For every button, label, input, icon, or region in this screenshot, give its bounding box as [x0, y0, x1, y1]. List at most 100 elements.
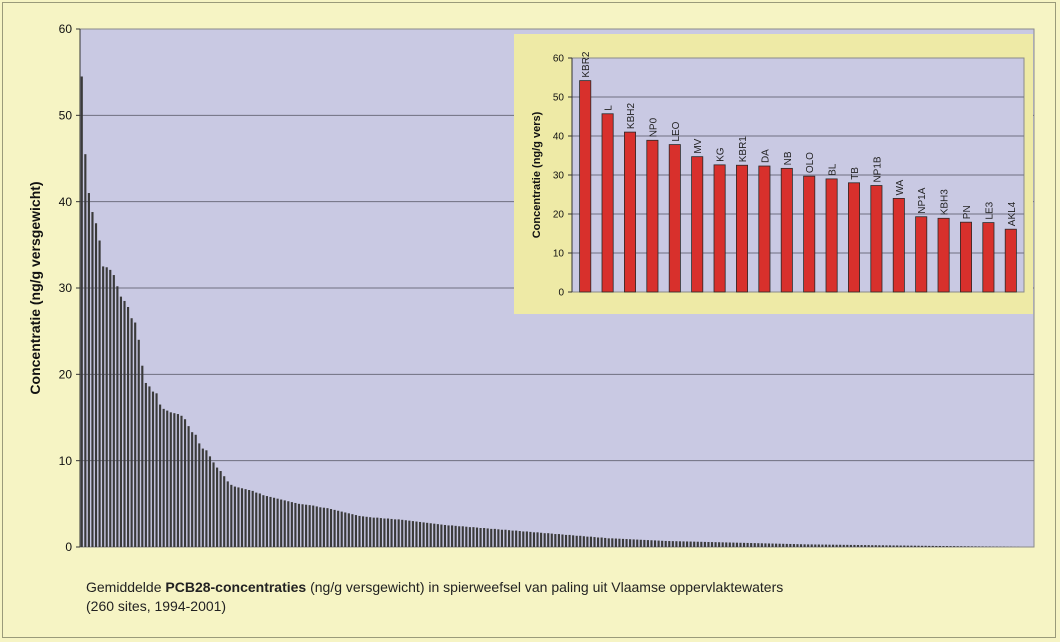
- main-bar: [913, 545, 917, 547]
- main-bar: [251, 490, 254, 547]
- main-bar: [554, 534, 557, 547]
- main-bar: [842, 544, 845, 547]
- main-bar: [931, 545, 934, 547]
- main-bar: [725, 542, 728, 547]
- main-bar: [849, 544, 852, 547]
- inset-tick-label: 40: [553, 132, 565, 143]
- main-tick-label: 50: [59, 109, 73, 123]
- main-bar: [372, 517, 375, 547]
- main-bar: [935, 545, 938, 547]
- figure-caption: Gemiddelde PCB28-concentraties (ng/g ver…: [86, 578, 1026, 616]
- main-bar: [386, 518, 390, 547]
- main-bar: [607, 538, 610, 547]
- main-bar: [347, 513, 350, 547]
- main-bar: [632, 539, 635, 547]
- main-bar: [216, 467, 219, 547]
- main-bar: [315, 506, 318, 547]
- main-bar: [970, 546, 973, 547]
- main-bar: [194, 434, 197, 547]
- main-bar: [151, 391, 155, 547]
- main-bar: [807, 544, 810, 547]
- main-bar: [871, 545, 874, 547]
- main-bar: [789, 543, 792, 547]
- main-bar: [383, 518, 386, 547]
- main-bar: [91, 212, 94, 547]
- main-bar: [180, 415, 183, 547]
- main-bar: [333, 509, 336, 547]
- main-bar: [686, 541, 689, 547]
- main-bar: [561, 534, 564, 547]
- main-bar: [817, 544, 820, 547]
- inset-bar: [982, 222, 995, 293]
- main-bar: [582, 536, 585, 547]
- main-bar: [714, 542, 717, 547]
- main-bar: [329, 509, 333, 547]
- inset-bar: [848, 182, 861, 293]
- inset-bar-label: KG: [716, 147, 727, 162]
- main-bar: [479, 528, 482, 547]
- main-bar: [358, 515, 361, 547]
- main-bar: [169, 412, 172, 547]
- main-bar: [84, 154, 87, 547]
- main-bar: [682, 541, 685, 547]
- main-bar: [653, 540, 657, 547]
- main-bar: [159, 404, 162, 547]
- main-bar: [454, 525, 457, 547]
- main-bar: [105, 267, 108, 547]
- main-bar: [518, 531, 521, 547]
- inset-bar-label: AKL4: [1007, 201, 1018, 226]
- main-bar: [810, 544, 813, 547]
- main-bar: [956, 546, 959, 547]
- inset-tick-label: 10: [553, 249, 565, 260]
- main-bar: [340, 511, 343, 547]
- main-bar: [116, 286, 119, 547]
- main-bar: [415, 521, 418, 547]
- main-bar: [892, 545, 895, 547]
- main-bar: [803, 544, 806, 547]
- main-bar: [468, 527, 471, 547]
- main-bar: [799, 544, 803, 547]
- main-bar: [290, 502, 293, 547]
- main-bar: [511, 530, 514, 547]
- main-bar: [134, 322, 137, 547]
- main-bar: [953, 546, 956, 547]
- main-bar: [846, 544, 849, 547]
- main-bar: [429, 523, 432, 547]
- main-bar: [205, 450, 208, 547]
- main-bar: [703, 541, 706, 547]
- main-bar: [301, 504, 304, 547]
- main-bar: [354, 515, 358, 547]
- inset-bar-label: KBH3: [940, 189, 951, 216]
- main-bar: [440, 524, 443, 547]
- main-bar: [629, 539, 632, 547]
- main-bar: [351, 514, 354, 547]
- main-bar: [426, 522, 429, 547]
- inset-bar-label: TB: [850, 167, 861, 180]
- inset-bar-label: KBR1: [738, 136, 749, 163]
- inset-bar-label: LEO: [671, 121, 682, 141]
- main-bar: [137, 339, 140, 547]
- main-bar: [974, 546, 977, 547]
- main-bar: [760, 543, 763, 547]
- inset-y-ticks: 0 10 20 30 40 50 60: [553, 54, 573, 299]
- main-bar: [928, 545, 931, 547]
- inset-bar: [758, 165, 771, 293]
- inset-tick-label: 30: [553, 171, 565, 182]
- main-bar: [226, 481, 229, 547]
- main-bar: [379, 518, 382, 547]
- inset-bar: [825, 178, 838, 293]
- main-bar: [981, 546, 984, 547]
- caption-bold: PCB28-concentraties: [165, 579, 307, 595]
- main-bar: [280, 499, 283, 547]
- main-bar: [269, 496, 272, 547]
- main-bar: [219, 471, 222, 547]
- main-bar: [742, 542, 746, 547]
- main-bar: [579, 535, 582, 547]
- main-bar: [148, 386, 151, 547]
- main-bar: [144, 382, 147, 547]
- main-bar: [540, 532, 543, 547]
- main-bar: [532, 532, 536, 547]
- main-bar: [597, 537, 600, 547]
- inset-bar-label: NB: [783, 151, 794, 165]
- main-bar: [643, 539, 646, 547]
